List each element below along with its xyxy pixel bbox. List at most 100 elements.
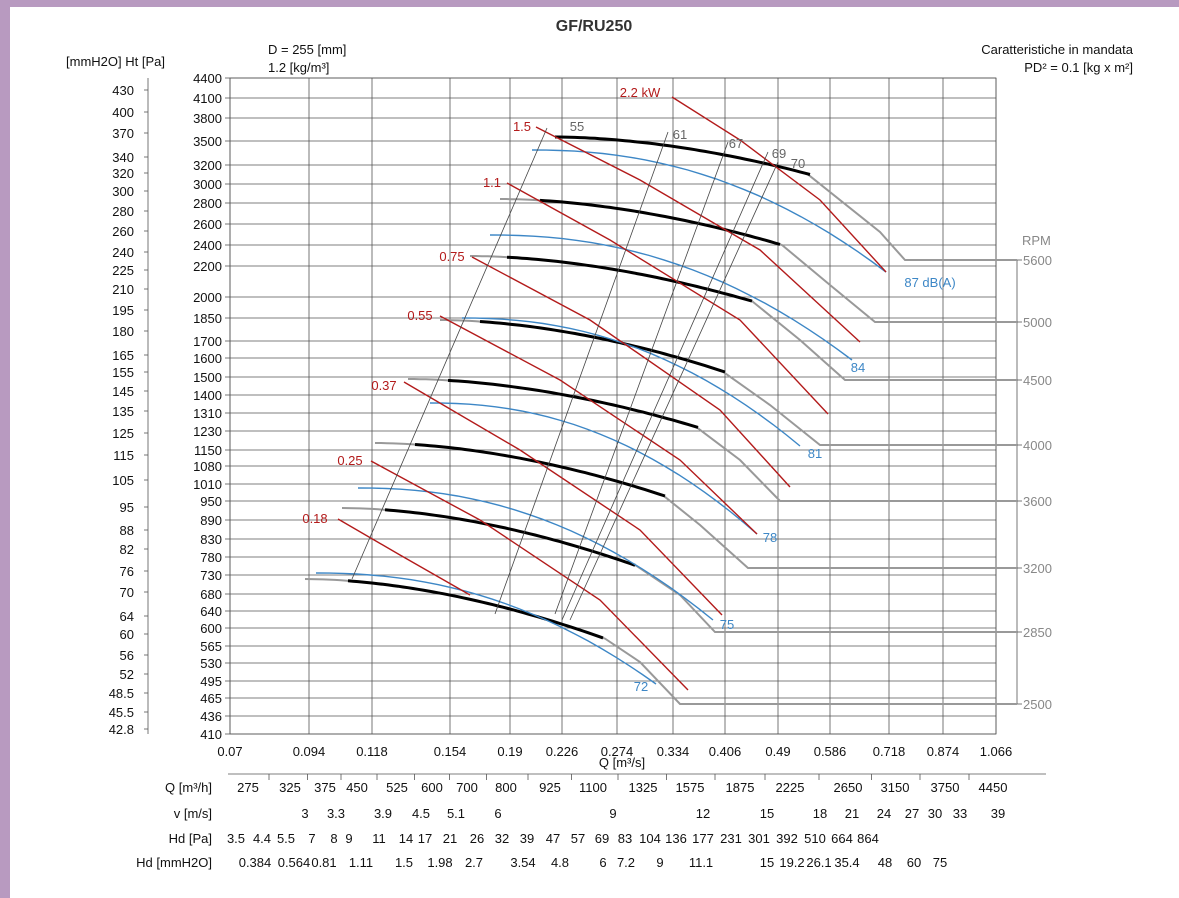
operating-curve xyxy=(479,320,726,374)
bottom-row-value: 301 xyxy=(748,831,770,846)
bottom-row-value: 1.98 xyxy=(427,855,452,870)
bottom-row-value: 136 xyxy=(665,831,687,846)
efficiency-line xyxy=(554,141,729,615)
x-tick-label: 0.19 xyxy=(497,744,522,759)
bottom-row-value: 8 xyxy=(330,831,337,846)
bottom-row-value: 24 xyxy=(877,806,891,821)
y-tick-label-mmh2o: 155 xyxy=(112,365,134,380)
operating-curve xyxy=(506,255,753,303)
noise-label: 78 xyxy=(763,530,777,545)
rpm-value: 4000 xyxy=(1023,438,1052,453)
x-tick-label: 0.874 xyxy=(927,744,960,759)
y-tick-label-mmh2o: 82 xyxy=(120,542,134,557)
noise-curve xyxy=(489,234,853,361)
y-tick-label-pa: 465 xyxy=(200,691,222,706)
y-tick-label-mmh2o: 56 xyxy=(120,648,134,663)
rpm-label: RPM xyxy=(1022,233,1051,248)
noise-label: 75 xyxy=(720,617,734,632)
y-tick-label-mmh2o: 135 xyxy=(112,404,134,419)
bottom-row-value: 9 xyxy=(656,855,663,870)
bottom-row-value: 525 xyxy=(386,780,408,795)
bottom-table: Q [m³/h] 275 325 375 450 525 600 700 800 925 1100 1… xyxy=(136,773,1046,870)
bottom-row-value: 925 xyxy=(539,780,561,795)
bottom-row-value: 0.564 xyxy=(278,855,311,870)
y-tick-label-pa: 2600 xyxy=(193,217,222,232)
noise-label: 72 xyxy=(634,679,648,694)
bottom-row-value: 9 xyxy=(609,806,616,821)
bottom-row-value: 21 xyxy=(443,831,457,846)
noise-label: 87 dB(A) xyxy=(904,275,955,290)
bottom-row-label: Q [m³/h] xyxy=(165,780,212,795)
y-tick-label-mmh2o: 240 xyxy=(112,245,134,260)
header-left-2: 1.2 [kg/m³] xyxy=(268,60,329,75)
bottom-row-value: 664 xyxy=(831,831,853,846)
y-tick-label-mmh2o: 45.5 xyxy=(109,705,134,720)
bottom-row-value: 83 xyxy=(618,831,632,846)
x-tick-label: 0.49 xyxy=(765,744,790,759)
power-line xyxy=(403,381,723,616)
bottom-row-value: 4.5 xyxy=(412,806,430,821)
bottom-row-value: 32 xyxy=(495,831,509,846)
bottom-row-value: 14 xyxy=(399,831,413,846)
operating-curve xyxy=(539,198,781,246)
bottom-row-value: 510 xyxy=(804,831,826,846)
bottom-row-value: 700 xyxy=(456,780,478,795)
bottom-row-value: 7.2 xyxy=(617,855,635,870)
noise-label: 81 xyxy=(808,446,822,461)
power-label: 0.25 xyxy=(337,453,362,468)
x-tick-label: 0.586 xyxy=(814,744,847,759)
bottom-row-value: 450 xyxy=(346,780,368,795)
bottom-row-value: 375 xyxy=(314,780,336,795)
bottom-row-value: 57 xyxy=(571,831,585,846)
rpm-value: 5600 xyxy=(1023,253,1052,268)
bottom-row-value: 4450 xyxy=(979,780,1008,795)
y-tick-label-mmh2o: 60 xyxy=(120,627,134,642)
bottom-row-value: 1875 xyxy=(726,780,755,795)
bottom-row-value: 11 xyxy=(372,831,386,846)
y-tick-label-pa: 830 xyxy=(200,532,222,547)
bottom-row-value: 3.9 xyxy=(374,806,392,821)
rpm-value: 2500 xyxy=(1023,697,1052,712)
power-line xyxy=(506,182,829,415)
efficiency-line xyxy=(494,131,669,615)
power-label: 1.5 xyxy=(513,119,531,134)
bottom-row-value: 30 xyxy=(928,806,942,821)
efficiency-line xyxy=(561,151,769,621)
bottom-row-value: 4.8 xyxy=(551,855,569,870)
bottom-row-value: 39 xyxy=(520,831,534,846)
rpm-value: 3600 xyxy=(1023,494,1052,509)
bottom-row-value: 27 xyxy=(905,806,919,821)
rpm-curve-3600 xyxy=(408,378,1017,502)
y-tick-label-pa: 1310 xyxy=(193,406,222,421)
y-tick-label-pa: 1150 xyxy=(194,443,222,458)
y-tick-label-pa: 1400 xyxy=(193,388,222,403)
y-tick-label-mmh2o: 48.5 xyxy=(109,686,134,701)
power-line xyxy=(439,315,758,535)
bottom-row-value: 3750 xyxy=(931,780,960,795)
power-label: 0.18 xyxy=(302,511,327,526)
bottom-row-value: 26 xyxy=(470,831,484,846)
y-tick-label-mmh2o: 280 xyxy=(112,204,134,219)
header-right-2: PD² = 0.1 [kg x m²] xyxy=(1024,60,1133,75)
y-tick-label-pa: 3800 xyxy=(193,111,222,126)
bottom-row-value: 18 xyxy=(813,806,827,821)
y-tick-label-pa: 3000 xyxy=(193,177,222,192)
rpm-value: 3200 xyxy=(1023,561,1052,576)
bottom-row-label: Hd [mmH2O] xyxy=(136,855,212,870)
bottom-row-value: 39 xyxy=(991,806,1005,821)
bottom-row-value: 47 xyxy=(546,831,560,846)
x-tick-label: 0.406 xyxy=(709,744,742,759)
efficiency-line xyxy=(569,161,779,621)
y-tick-label-pa: 1700 xyxy=(193,334,222,349)
y-tick-label-pa: 890 xyxy=(200,513,222,528)
y-tick-label-mmh2o: 76 xyxy=(120,564,134,579)
bottom-row-value: 48 xyxy=(878,855,892,870)
curves xyxy=(304,96,1017,705)
bottom-row-value: 3 xyxy=(301,806,308,821)
bottom-row-label: v [m/s] xyxy=(174,806,212,821)
bottom-row-value: 392 xyxy=(776,831,798,846)
operating-curve xyxy=(414,443,666,498)
y-tick-label-pa: 780 xyxy=(200,550,222,565)
bottom-row-value: 5.1 xyxy=(447,806,465,821)
